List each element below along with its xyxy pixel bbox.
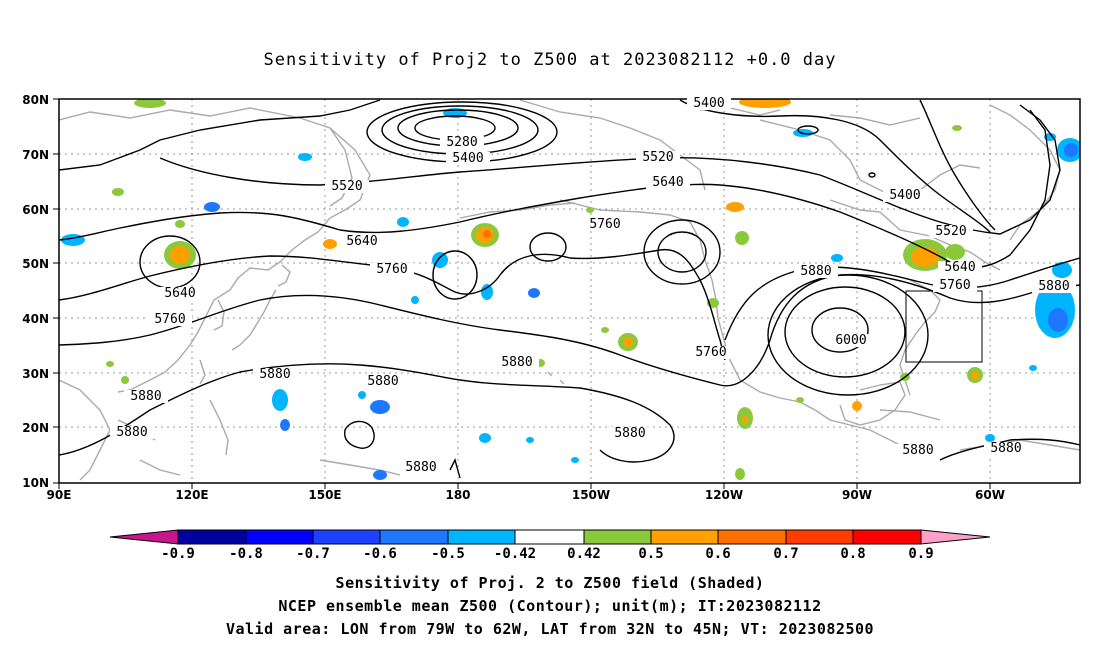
colorbar-tick: 0.6 [705, 546, 730, 562]
contour-label: 5880 [800, 264, 831, 279]
contour-label: 5280 [446, 135, 477, 150]
axis-ticks [53, 98, 991, 489]
colorbar-swatch [245, 529, 314, 545]
colorbar-swatch [785, 529, 854, 545]
contour-label: 5880 [614, 426, 645, 441]
lat-label: 10N [22, 476, 49, 490]
contour-label: 5520 [642, 150, 673, 165]
colorbar-tick: 0.7 [773, 546, 798, 562]
colorbar-swatch [379, 529, 449, 545]
lat-label: 40N [22, 312, 49, 326]
lat-label: 30N [22, 367, 49, 381]
contour-label: 5880 [501, 355, 532, 370]
colorbar-swatch [852, 529, 922, 545]
contour-label: 5880 [259, 367, 290, 382]
colorbar-tick: -0.42 [494, 546, 536, 562]
contour-label: 5760 [589, 217, 620, 232]
colorbar-swatch [650, 529, 719, 545]
caption-line-3: Valid area: LON from 79W to 62W, LAT fro… [225, 620, 875, 638]
contour-label: 5880 [116, 425, 147, 440]
colorbar-tick: 0.5 [638, 546, 663, 562]
contour-label: 5520 [935, 224, 966, 239]
contour-label: 5880 [367, 374, 398, 389]
contour-label: 6000 [835, 333, 866, 348]
lon-label: 180 [445, 488, 470, 502]
colorbar-swatch [583, 529, 652, 545]
colorbar-tick: 0.9 [908, 546, 933, 562]
contour-label: 5880 [130, 389, 161, 404]
latitude-labels: 80N 70N 60N 50N 40N 30N 20N 10N [22, 93, 49, 490]
colorbar-tick: -0.9 [161, 546, 195, 562]
lat-label: 20N [22, 421, 49, 435]
contour-label: 5400 [889, 188, 920, 203]
lat-label: 50N [22, 257, 49, 271]
colorbar-low-arrow [109, 529, 179, 545]
contour-label: 5640 [652, 175, 683, 190]
lon-label: 90E [47, 488, 72, 502]
contour-label: 5640 [164, 286, 195, 301]
colorbar-tick: -0.7 [296, 546, 330, 562]
lat-label: 60N [22, 203, 49, 217]
contour-label: 5760 [695, 345, 726, 360]
colorbar-tick: 0.42 [567, 546, 601, 562]
contour-label: 5880 [405, 460, 436, 475]
contour-label: 5760 [939, 278, 970, 293]
lat-label: 80N [22, 93, 49, 107]
colorbar-swatch [717, 529, 787, 545]
contour-label: 5640 [944, 260, 975, 275]
caption-line-2: NCEP ensemble mean Z500 (Contour); unit(… [278, 597, 822, 615]
gridlines [59, 99, 1080, 483]
lon-label: 60W [975, 488, 1005, 502]
lon-label: 90W [842, 488, 872, 502]
contour-labels: 5280 5400 5400 5400 5520 5520 5520 5640 … [110, 96, 1076, 475]
colorbar-tick: 0.8 [840, 546, 865, 562]
colorbar-swatch [312, 529, 381, 545]
lon-label: 120W [705, 488, 743, 502]
longitude-labels: 90E 120E 150E 180 150W 120W 90W 60W [47, 488, 1005, 502]
lat-label: 70N [22, 148, 49, 162]
colorbar-swatch [514, 529, 585, 545]
map-frame [58, 98, 1081, 484]
contour-label: 5880 [990, 441, 1021, 456]
contour-label: 5400 [693, 96, 724, 111]
sensitivity-shading [61, 99, 1080, 480]
colorbar-swatch [177, 529, 247, 545]
contour-label: 5520 [331, 179, 362, 194]
contour-label: 5400 [452, 151, 483, 166]
lon-label: 120E [175, 488, 208, 502]
contour-label: 5640 [346, 234, 377, 249]
contour-label: 5760 [154, 312, 185, 327]
contour-label: 5880 [1038, 279, 1069, 294]
map-title: Sensitivity of Proj2 to Z500 at 20230821… [263, 50, 837, 70]
colorbar-tick: -0.5 [431, 546, 465, 562]
lon-label: 150E [308, 488, 341, 502]
contour-label: 5880 [902, 443, 933, 458]
colorbar: -0.9 -0.8 -0.7 -0.6 -0.5 -0.42 0.42 0.5 … [109, 529, 991, 562]
contour-label: 5760 [376, 262, 407, 277]
lon-label: 150W [572, 488, 610, 502]
caption-line-1: Sensitivity of Proj. 2 to Z500 field (Sh… [335, 574, 765, 592]
coastlines [59, 99, 1080, 481]
colorbar-high-arrow [920, 529, 991, 545]
colorbar-swatch [447, 529, 516, 545]
colorbar-tick: -0.6 [363, 546, 397, 562]
colorbar-tick: -0.8 [229, 546, 263, 562]
